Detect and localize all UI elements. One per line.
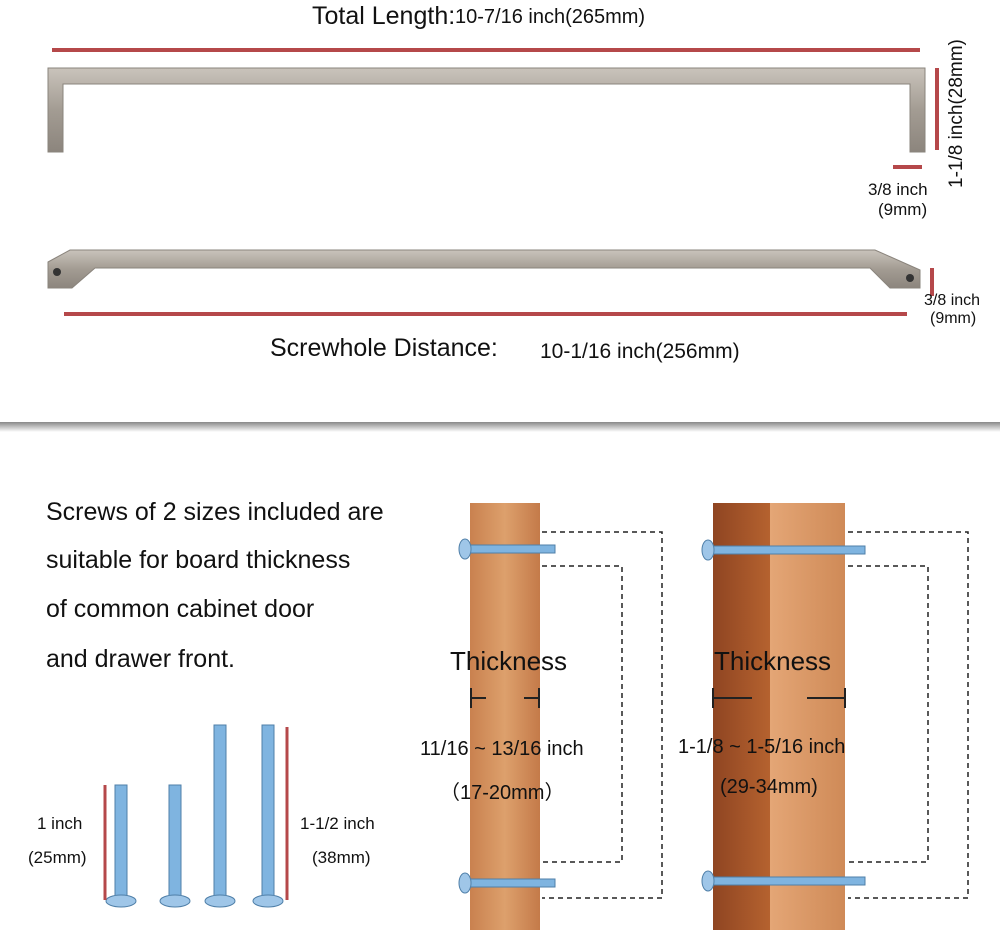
bar-thickness-mm: (9mm) (930, 310, 977, 327)
screw-hole-right (906, 274, 914, 282)
description-line: Screws of 2 sizes included are (46, 498, 384, 526)
leg-width-inch: 3/8 inch (868, 180, 928, 199)
screwhole-value: 10-1/16 inch(256mm) (540, 340, 740, 363)
bar-thickness-inch: 3/8 inch (924, 292, 981, 309)
screw-set (105, 724, 284, 908)
thin-board-range-inch: 11/16 ~ 13/16 inch (420, 738, 584, 760)
handle-top-view (47, 249, 921, 289)
leg-width-mm: (9mm) (878, 200, 928, 219)
thick-board (701, 503, 969, 930)
long-screw-inch: 1-1/2 inch (300, 814, 375, 833)
total-length-label: Total Length: (312, 2, 456, 30)
long-screw (252, 724, 284, 908)
description-line: and drawer front. (46, 645, 235, 673)
short-screw (159, 784, 191, 908)
long-screw (204, 724, 236, 908)
height-value: 1-1/8 inch(28mm) (946, 39, 967, 188)
thick-board-range-inch: 1-1/8 ~ 1-5/16 inch (678, 736, 846, 758)
total-length-value: 10-7/16 inch(265mm) (455, 6, 646, 28)
long-screw-mm: (38mm) (312, 848, 371, 867)
description-line: of common cabinet door (46, 595, 315, 623)
thick-board-range-mm: (29-34mm) (720, 776, 818, 798)
thin-board-thickness-label: Thickness (450, 646, 568, 676)
screwhole-label: Screwhole Distance: (270, 334, 498, 362)
description-line: suitable for board thickness (46, 546, 351, 574)
short-screw-mm: (25mm) (28, 848, 87, 867)
screw-hole-left (53, 268, 61, 276)
thin-board-range-mm: （17-20mm） (440, 782, 565, 804)
thick-board-thickness-label: Thickness (714, 646, 832, 676)
section-divider (0, 422, 1000, 432)
short-screw-inch: 1 inch (37, 814, 83, 833)
thin-board (458, 503, 663, 930)
handle-front-view (47, 67, 926, 153)
short-screw (105, 784, 137, 908)
